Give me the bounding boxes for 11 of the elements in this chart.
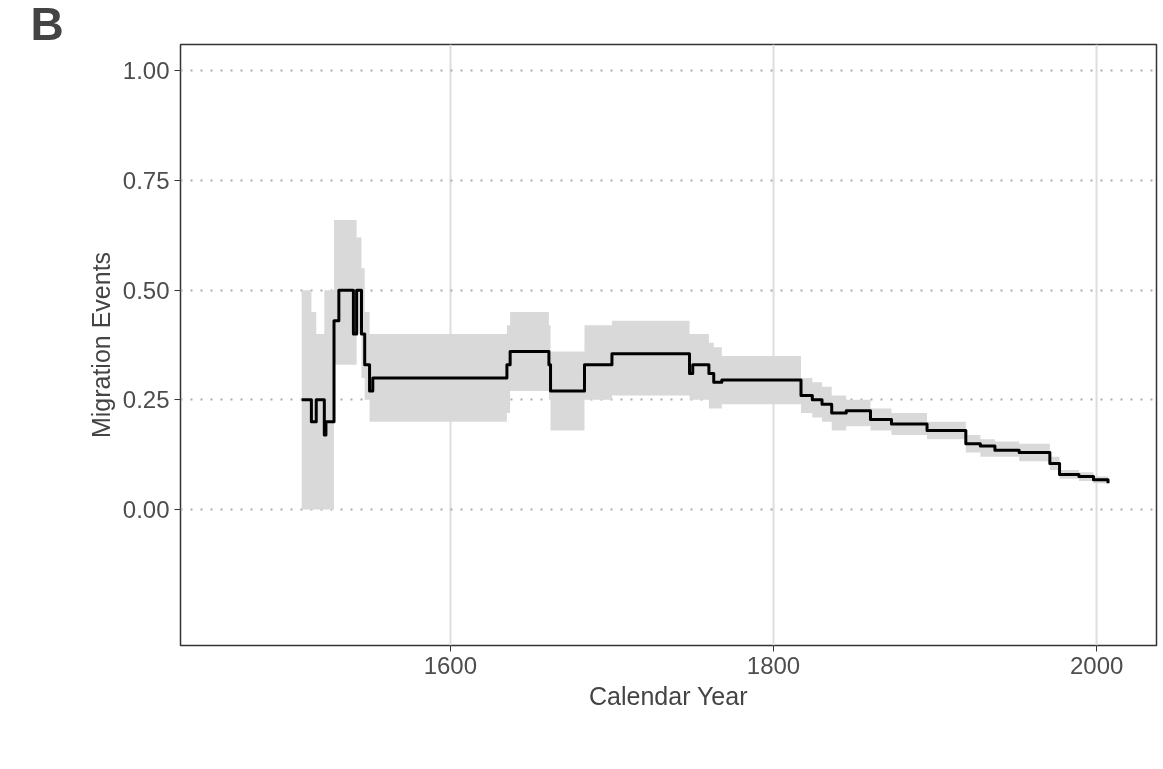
- text: B: [30, 0, 64, 50]
- x-tick-label: 1600: [423, 651, 478, 679]
- x-tick-label: 1800: [746, 651, 801, 679]
- x-axis-title: Calendar Year: [589, 681, 748, 710]
- y-tick-label: 0.00: [122, 496, 170, 524]
- x-tick-label: 2000: [1070, 651, 1124, 679]
- y-tick-label: 0.25: [122, 386, 170, 414]
- y-tick-label: 0.50: [122, 276, 170, 304]
- y-tick-label: 0.75: [122, 166, 170, 194]
- y-tick-label: 1.00: [122, 57, 170, 85]
- y-axis-title: Migration Events: [86, 251, 115, 439]
